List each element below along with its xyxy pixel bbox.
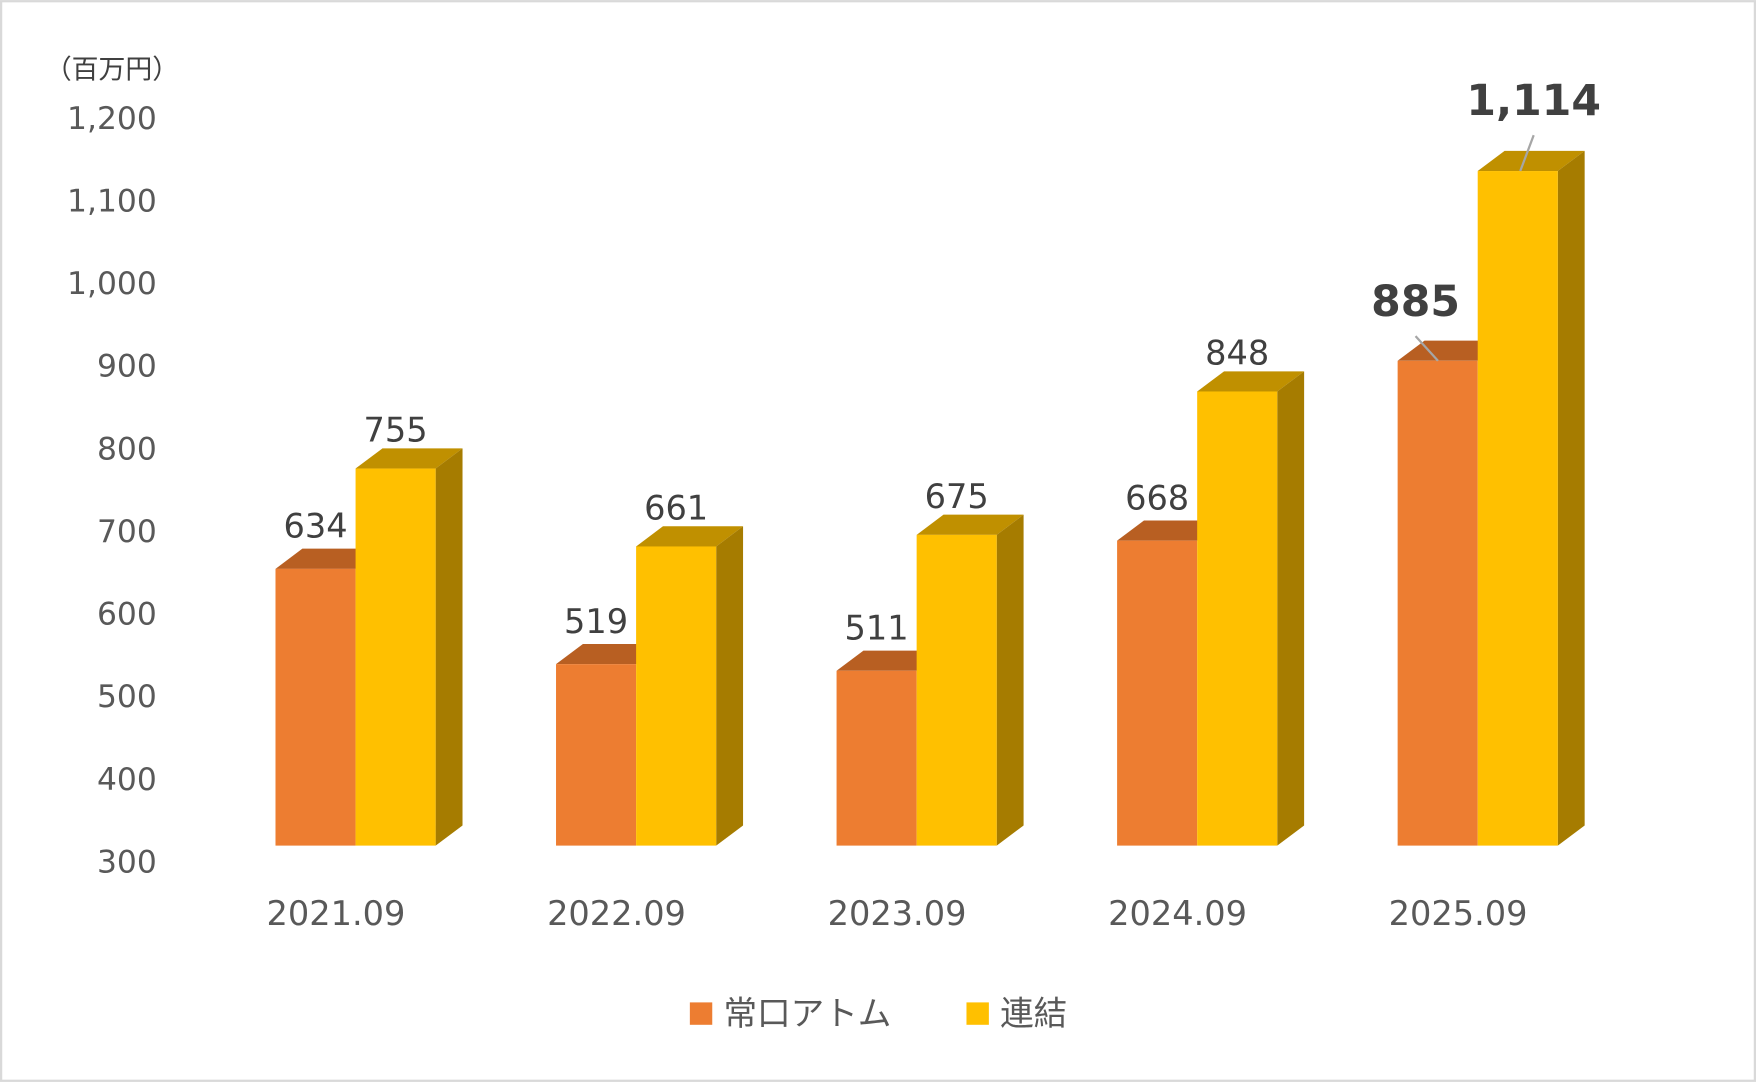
bar-常口アトム — [275, 568, 356, 846]
data-label: 675 — [925, 477, 989, 516]
bar-top — [1477, 150, 1585, 172]
bar-連結 — [916, 534, 997, 846]
bar-side — [435, 448, 463, 846]
unit-label: （百万円） — [45, 54, 179, 85]
bar-常口アトム — [1397, 360, 1478, 846]
data-label: 511 — [845, 608, 909, 647]
y-tick-label: 1,200 — [67, 101, 157, 137]
x-tick-label: 2025.09 — [1389, 894, 1528, 933]
bar-side — [1277, 371, 1305, 846]
x-tick-label: 2022.09 — [547, 894, 686, 933]
data-label: 1,114 — [1466, 77, 1601, 126]
bar-連結 — [1477, 171, 1558, 846]
data-label: 755 — [364, 411, 428, 450]
y-tick-label: 600 — [97, 597, 157, 633]
legend-swatch-0 — [689, 1002, 713, 1025]
data-label: 848 — [1205, 334, 1269, 373]
bar-常口アトム — [836, 670, 917, 846]
bar-常口アトム — [1117, 540, 1198, 846]
bar-常口アトム — [556, 664, 637, 846]
bar-top — [1197, 371, 1305, 392]
y-tick-label: 800 — [97, 431, 157, 467]
legend: 常口アトム 連結 — [689, 994, 1067, 1033]
bar-side — [716, 526, 744, 846]
bars: 634 755 519 661 511 675 668 848 885 1,114 — [275, 77, 1601, 846]
legend-label-0: 常口アトム — [723, 994, 891, 1033]
y-tick-label: 900 — [97, 349, 157, 385]
y-tick-label: 400 — [97, 762, 157, 798]
bar-連結 — [355, 468, 436, 846]
x-axis: 2021.09 2022.09 2023.09 2024.09 2025.09 — [267, 894, 1528, 933]
x-tick-label: 2024.09 — [1108, 894, 1247, 933]
bar-top — [636, 526, 744, 547]
y-tick-label: 500 — [97, 679, 157, 715]
y-tick-label: 1,000 — [67, 266, 157, 302]
data-label: 885 — [1371, 278, 1460, 327]
bar-side — [1557, 150, 1585, 846]
leader-line — [1519, 134, 1535, 172]
y-tick-label: 1,100 — [67, 184, 157, 220]
bar-top — [916, 514, 1024, 535]
data-label: 519 — [564, 602, 628, 641]
bar-side — [996, 514, 1024, 846]
bar-連結 — [636, 546, 717, 846]
x-tick-label: 2021.09 — [267, 894, 406, 933]
x-tick-label: 2023.09 — [828, 894, 967, 933]
bar-連結 — [1197, 391, 1278, 846]
leader-line — [1414, 335, 1439, 362]
data-label: 634 — [283, 506, 347, 545]
data-label: 661 — [644, 489, 708, 528]
data-label: 668 — [1125, 478, 1189, 517]
y-axis: 300 400 500 600 700 800 900 1,000 1,100 1,200 — [67, 101, 157, 881]
bar-top — [355, 448, 463, 469]
y-tick-label: 300 — [97, 844, 157, 880]
legend-swatch-1 — [966, 1002, 989, 1025]
legend-label-1: 連結 — [1000, 994, 1067, 1033]
y-tick-label: 700 — [97, 514, 157, 550]
